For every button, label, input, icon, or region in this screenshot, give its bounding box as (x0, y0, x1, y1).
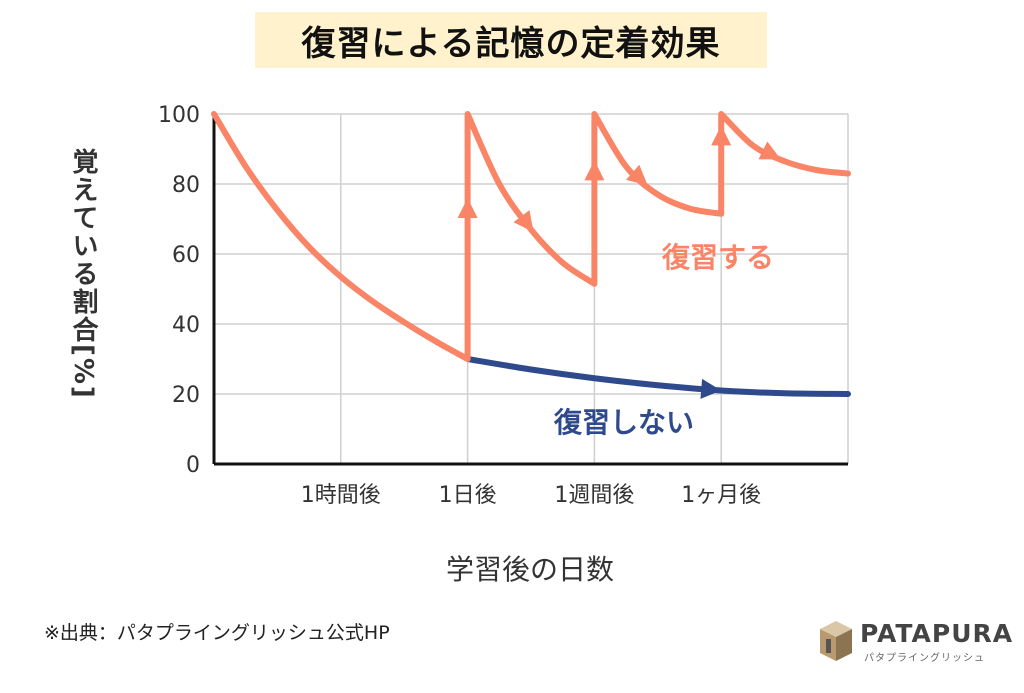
arrow-no-review (700, 378, 722, 399)
source-note: ※出典：パタプライングリッシュ公式HP (44, 622, 390, 644)
x-tick-label: 1時間後 (301, 483, 381, 508)
y-tick-label: 20 (172, 383, 200, 408)
x-tick-label: 1日後 (439, 483, 497, 508)
y-tick-label: 40 (172, 313, 200, 338)
label-review: 復習する (661, 241, 774, 274)
series-line-review (211, 111, 851, 362)
y-tick-label: 0 (186, 453, 200, 478)
arrow-review-up (584, 160, 605, 181)
y-tick-label: 100 (158, 103, 200, 128)
patapura-logo: PATAPURA パタプライングリッシュ (818, 617, 1012, 667)
label-no-review: 復習しない (553, 406, 694, 439)
x-axis-label: 学習後の日数 (445, 553, 614, 586)
x-tick-label: 1週間後 (554, 483, 634, 508)
arrow-review-decay (758, 141, 781, 160)
arrow-review-up (711, 125, 732, 146)
arrow-review-decay (626, 164, 648, 186)
chart-title-box: 復習による記憶の定着効果 (255, 12, 767, 68)
cube-logo-icon (820, 621, 852, 661)
chart-title: 復習による記憶の定着効果 (301, 23, 721, 64)
arrow-review-up (457, 198, 478, 218)
series-line-no-review (464, 356, 851, 397)
y-axis-label: 覚えている割合[%] (68, 148, 98, 400)
y-tick-label: 80 (172, 173, 200, 198)
y-tick-label: 60 (172, 243, 200, 268)
arrow-review-decay (513, 210, 534, 233)
logo-subtitle: パタプライングリッシュ (864, 653, 985, 664)
x-tick-label: 1ヶ月後 (681, 483, 761, 508)
logo-name: PATAPURA (860, 619, 1014, 648)
